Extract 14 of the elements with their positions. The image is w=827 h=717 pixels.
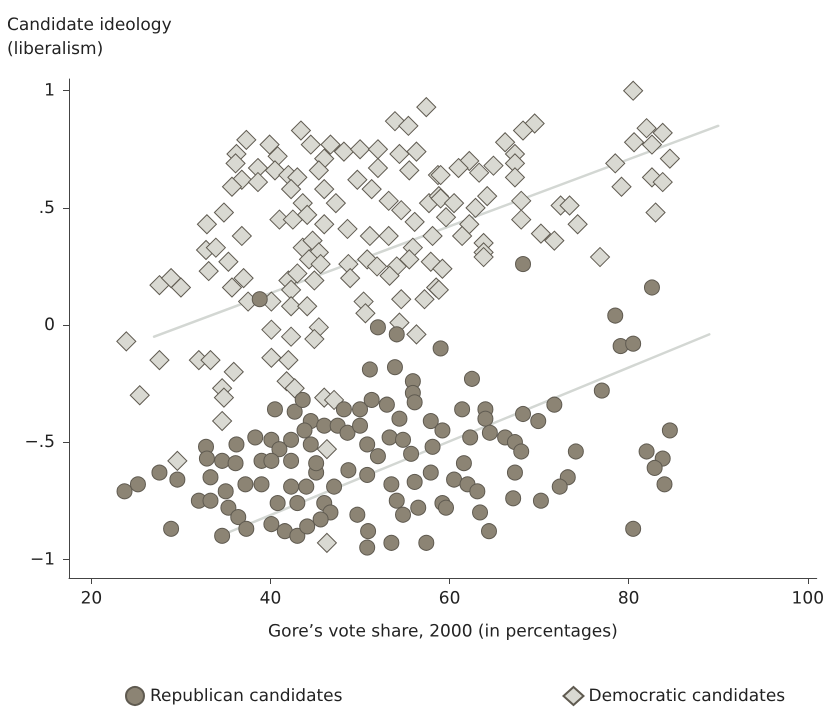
x-tick-label: 80: [618, 588, 640, 608]
y-axis-title: Candidate ideology (liberalism): [7, 15, 172, 59]
y-tick-label: 0: [44, 314, 55, 335]
x-axis-title: Gore’s vote share, 2000 (in percentages): [268, 622, 618, 642]
legend-label: Republican candidates: [150, 686, 343, 706]
y-tick-label: −1: [30, 549, 55, 570]
x-tick-label: 60: [438, 588, 460, 608]
x-tick-label: 20: [80, 588, 102, 608]
y-tick-label: 1: [44, 80, 55, 101]
legend-label: Democratic candidates: [588, 686, 786, 706]
y-tick-label: .5: [38, 198, 55, 218]
x-tick-label: 40: [260, 588, 282, 608]
y-tick-label: −.5: [24, 432, 55, 452]
x-tick-label: 100: [792, 588, 824, 608]
